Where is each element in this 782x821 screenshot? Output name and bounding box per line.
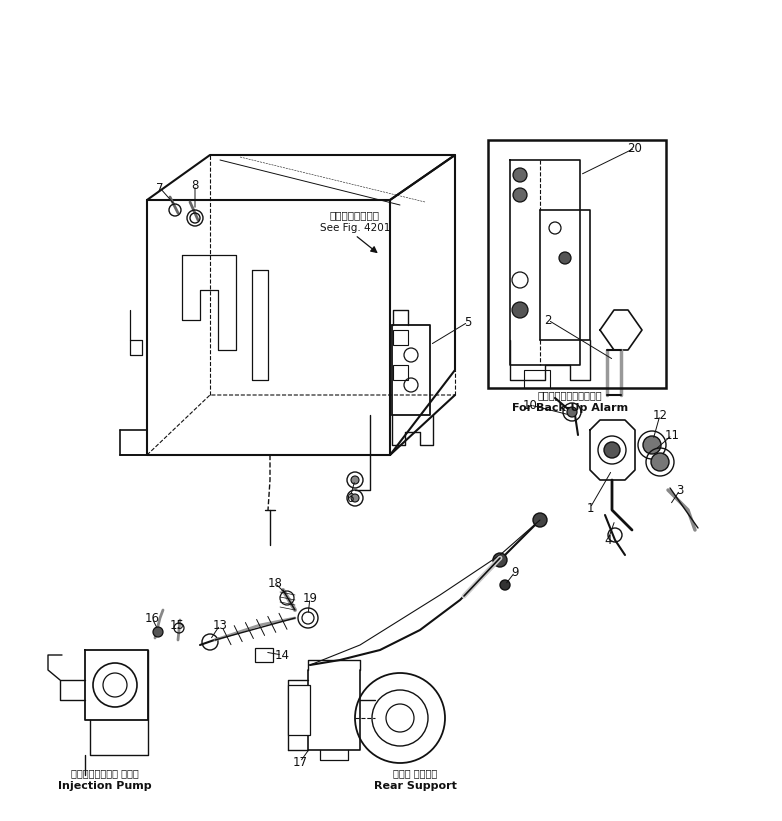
Text: 18: 18 bbox=[267, 576, 282, 589]
Text: 16: 16 bbox=[145, 612, 160, 625]
Text: 6: 6 bbox=[346, 492, 353, 504]
Text: Rear Support: Rear Support bbox=[374, 781, 457, 791]
Circle shape bbox=[604, 442, 620, 458]
Text: 19: 19 bbox=[303, 591, 317, 604]
Text: 11: 11 bbox=[665, 429, 680, 442]
Bar bbox=[488, 140, 666, 388]
Circle shape bbox=[302, 612, 314, 624]
Text: 13: 13 bbox=[213, 618, 228, 631]
Circle shape bbox=[512, 302, 528, 318]
Text: 1: 1 bbox=[586, 502, 594, 515]
Text: 5: 5 bbox=[465, 315, 472, 328]
Text: バックアップアラーム用: バックアップアラーム用 bbox=[538, 390, 602, 400]
Circle shape bbox=[513, 188, 527, 202]
Circle shape bbox=[651, 453, 669, 471]
Text: 10: 10 bbox=[522, 398, 537, 411]
Circle shape bbox=[351, 476, 359, 484]
Text: インジェクション ポンプ: インジェクション ポンプ bbox=[71, 768, 139, 778]
Text: 20: 20 bbox=[628, 141, 643, 154]
Circle shape bbox=[643, 436, 661, 454]
Circle shape bbox=[493, 553, 507, 567]
Bar bbox=[255, 648, 273, 662]
Text: 2: 2 bbox=[544, 314, 552, 327]
Circle shape bbox=[351, 494, 359, 502]
Text: Injection Pump: Injection Pump bbox=[58, 781, 152, 791]
Text: 9: 9 bbox=[511, 566, 518, 579]
Circle shape bbox=[500, 580, 510, 590]
Circle shape bbox=[153, 627, 163, 637]
Text: 3: 3 bbox=[676, 484, 683, 497]
Bar bbox=[393, 330, 408, 345]
Text: リヤー サポート: リヤー サポート bbox=[393, 768, 437, 778]
Circle shape bbox=[513, 168, 527, 182]
Text: 7: 7 bbox=[156, 181, 163, 195]
Circle shape bbox=[567, 407, 577, 417]
Text: 8: 8 bbox=[192, 178, 199, 191]
Text: 12: 12 bbox=[652, 409, 668, 421]
Text: 15: 15 bbox=[170, 618, 185, 631]
Text: 14: 14 bbox=[274, 649, 289, 662]
Bar bbox=[288, 685, 310, 735]
Text: 17: 17 bbox=[292, 755, 307, 768]
Bar bbox=[524, 370, 550, 388]
Text: 第４２０１図参照: 第４２０１図参照 bbox=[330, 210, 380, 220]
Text: For Back-Up Alarm: For Back-Up Alarm bbox=[512, 403, 628, 413]
Bar bbox=[393, 365, 408, 380]
Circle shape bbox=[533, 513, 547, 527]
Text: 4: 4 bbox=[604, 534, 612, 547]
Circle shape bbox=[559, 252, 571, 264]
Text: See Fig. 4201: See Fig. 4201 bbox=[320, 223, 390, 233]
